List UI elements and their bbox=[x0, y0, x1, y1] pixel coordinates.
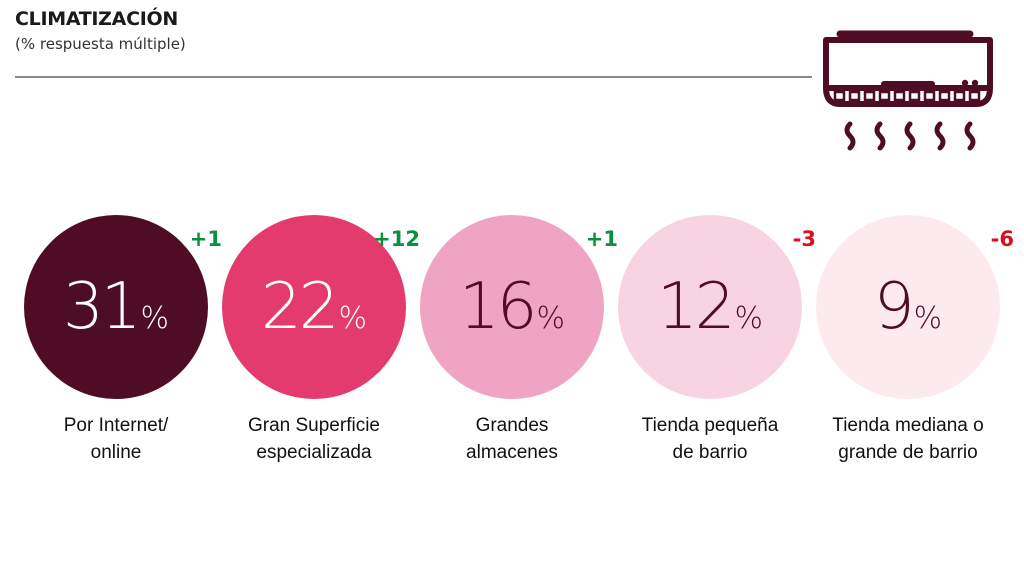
change-indicator: +1 bbox=[585, 227, 618, 251]
value-number: 16 bbox=[459, 270, 537, 344]
air-conditioner-icon bbox=[823, 30, 993, 151]
category-label: Grandes almacenes bbox=[412, 412, 612, 466]
change-indicator: +1 bbox=[189, 227, 222, 251]
header-divider bbox=[15, 76, 812, 78]
value-bubble: 9% bbox=[816, 215, 1000, 399]
value-bubble: 16% bbox=[420, 215, 604, 399]
category-label-line: Grandes bbox=[475, 415, 549, 436]
chart-subtitle: (% respuesta múltiple) bbox=[15, 35, 186, 53]
value-label: 31% bbox=[24, 267, 208, 359]
value-label: 22% bbox=[222, 267, 406, 359]
category-label-line: almacenes bbox=[466, 442, 558, 463]
value-label: 12% bbox=[618, 267, 802, 359]
chart-title: CLIMATIZACIÓN bbox=[15, 8, 178, 30]
value-bubble: 12% bbox=[618, 215, 802, 399]
category-label: Tienda mediana o grande de barrio bbox=[808, 412, 1008, 466]
category-label-line: Gran Superficie bbox=[247, 415, 380, 436]
value-bubble: 22% bbox=[222, 215, 406, 399]
value-number: 31 bbox=[63, 270, 141, 344]
category-label-line: Tienda pequeña bbox=[641, 415, 779, 436]
change-indicator: -6 bbox=[990, 227, 1014, 251]
change-indicator: -3 bbox=[792, 227, 816, 251]
value-label: 9% bbox=[816, 267, 1000, 359]
value-number: 9 bbox=[873, 270, 915, 344]
category-label-line: especializada bbox=[256, 442, 372, 463]
percent-sign: % bbox=[734, 301, 763, 336]
value-label: 16% bbox=[420, 267, 604, 359]
percent-sign: % bbox=[140, 301, 169, 336]
percent-sign: % bbox=[913, 301, 943, 336]
value-number: 22 bbox=[261, 270, 339, 344]
percent-sign: % bbox=[536, 301, 565, 336]
value-number: 12 bbox=[657, 270, 735, 344]
category-label: Por Internet/online bbox=[16, 412, 216, 466]
category-label: Tienda pequeña de barrio bbox=[610, 412, 810, 466]
category-label-line: Tienda mediana o bbox=[832, 415, 984, 436]
category-label-line: grande de barrio bbox=[838, 442, 978, 463]
category-label-line: online bbox=[90, 442, 142, 463]
value-bubble: 31% bbox=[24, 215, 208, 399]
percent-sign: % bbox=[338, 301, 367, 336]
category-label: Gran Superficie especializada bbox=[214, 412, 414, 466]
change-indicator: +12 bbox=[373, 227, 420, 251]
category-label-line: de barrio bbox=[672, 442, 748, 463]
category-label-line: Por Internet/ bbox=[63, 415, 169, 436]
